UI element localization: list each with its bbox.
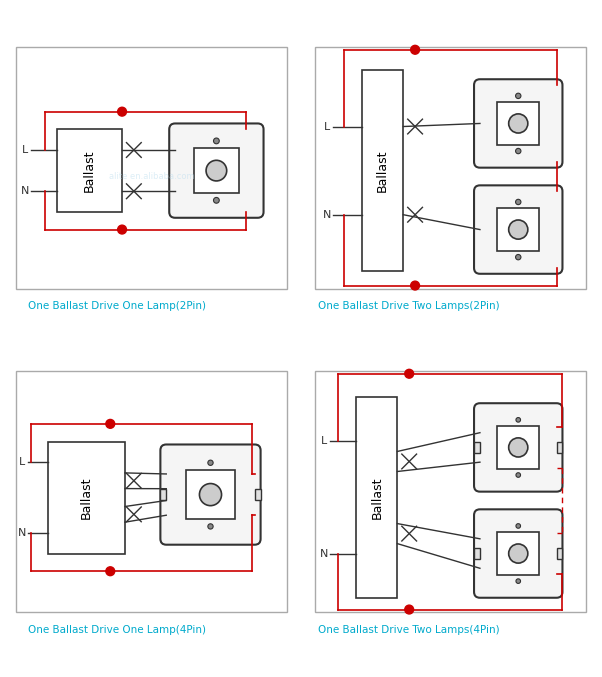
FancyBboxPatch shape (557, 548, 562, 559)
Text: One Ballast Drive One Lamp(4Pin): One Ballast Drive One Lamp(4Pin) (28, 625, 206, 635)
Circle shape (405, 370, 414, 378)
FancyBboxPatch shape (186, 471, 235, 519)
Circle shape (516, 523, 521, 528)
Circle shape (199, 483, 222, 506)
FancyBboxPatch shape (497, 427, 539, 468)
Circle shape (206, 160, 227, 181)
Circle shape (214, 138, 219, 144)
Bar (315, 371, 586, 613)
Text: N: N (320, 548, 328, 559)
FancyBboxPatch shape (356, 397, 397, 598)
Text: Ballast: Ballast (370, 477, 383, 519)
FancyBboxPatch shape (474, 509, 562, 598)
Circle shape (106, 567, 115, 575)
Text: N: N (17, 528, 26, 538)
Circle shape (214, 198, 219, 203)
Circle shape (515, 255, 521, 260)
FancyBboxPatch shape (497, 102, 539, 144)
FancyBboxPatch shape (194, 148, 239, 194)
Text: N: N (323, 210, 331, 220)
Text: One Ballast Drive Two Lamps(2Pin): One Ballast Drive Two Lamps(2Pin) (318, 301, 500, 311)
Text: L: L (321, 437, 327, 446)
Text: L: L (19, 457, 25, 466)
FancyBboxPatch shape (160, 489, 166, 500)
FancyBboxPatch shape (557, 441, 562, 454)
Text: Ballast: Ballast (80, 477, 93, 519)
Text: N: N (20, 186, 29, 196)
FancyBboxPatch shape (497, 209, 539, 250)
Circle shape (509, 544, 528, 563)
Circle shape (516, 579, 521, 584)
Text: One Ballast Drive Two Lamps(4Pin): One Ballast Drive Two Lamps(4Pin) (318, 625, 500, 635)
Text: L: L (323, 122, 330, 131)
Text: One Ballast Drive One Lamp(2Pin): One Ballast Drive One Lamp(2Pin) (28, 301, 206, 311)
Circle shape (411, 281, 420, 290)
FancyBboxPatch shape (160, 445, 261, 545)
Bar (315, 47, 586, 288)
FancyBboxPatch shape (474, 403, 562, 492)
FancyBboxPatch shape (362, 70, 403, 271)
Bar (16, 371, 287, 613)
Circle shape (515, 199, 521, 204)
Circle shape (106, 420, 115, 429)
Circle shape (208, 524, 213, 529)
Circle shape (208, 460, 213, 465)
Circle shape (509, 220, 528, 239)
Text: Ballast: Ballast (83, 150, 96, 192)
Circle shape (117, 225, 126, 234)
Circle shape (509, 114, 528, 133)
Circle shape (516, 418, 521, 422)
FancyBboxPatch shape (474, 185, 562, 274)
Text: Ballast: Ballast (376, 150, 389, 192)
Circle shape (509, 438, 528, 457)
FancyBboxPatch shape (169, 123, 264, 218)
FancyBboxPatch shape (255, 489, 261, 500)
FancyBboxPatch shape (57, 129, 122, 212)
Circle shape (516, 473, 521, 477)
Circle shape (117, 107, 126, 116)
Text: alite en.alibaba.com: alite en.alibaba.com (109, 172, 194, 181)
Text: L: L (22, 145, 28, 155)
FancyBboxPatch shape (474, 548, 480, 559)
FancyBboxPatch shape (474, 79, 562, 168)
FancyBboxPatch shape (474, 441, 480, 454)
Circle shape (515, 93, 521, 99)
FancyBboxPatch shape (497, 533, 539, 575)
Circle shape (405, 605, 414, 614)
FancyBboxPatch shape (48, 441, 125, 554)
Circle shape (515, 148, 521, 154)
Bar (16, 47, 287, 288)
Circle shape (411, 45, 420, 54)
